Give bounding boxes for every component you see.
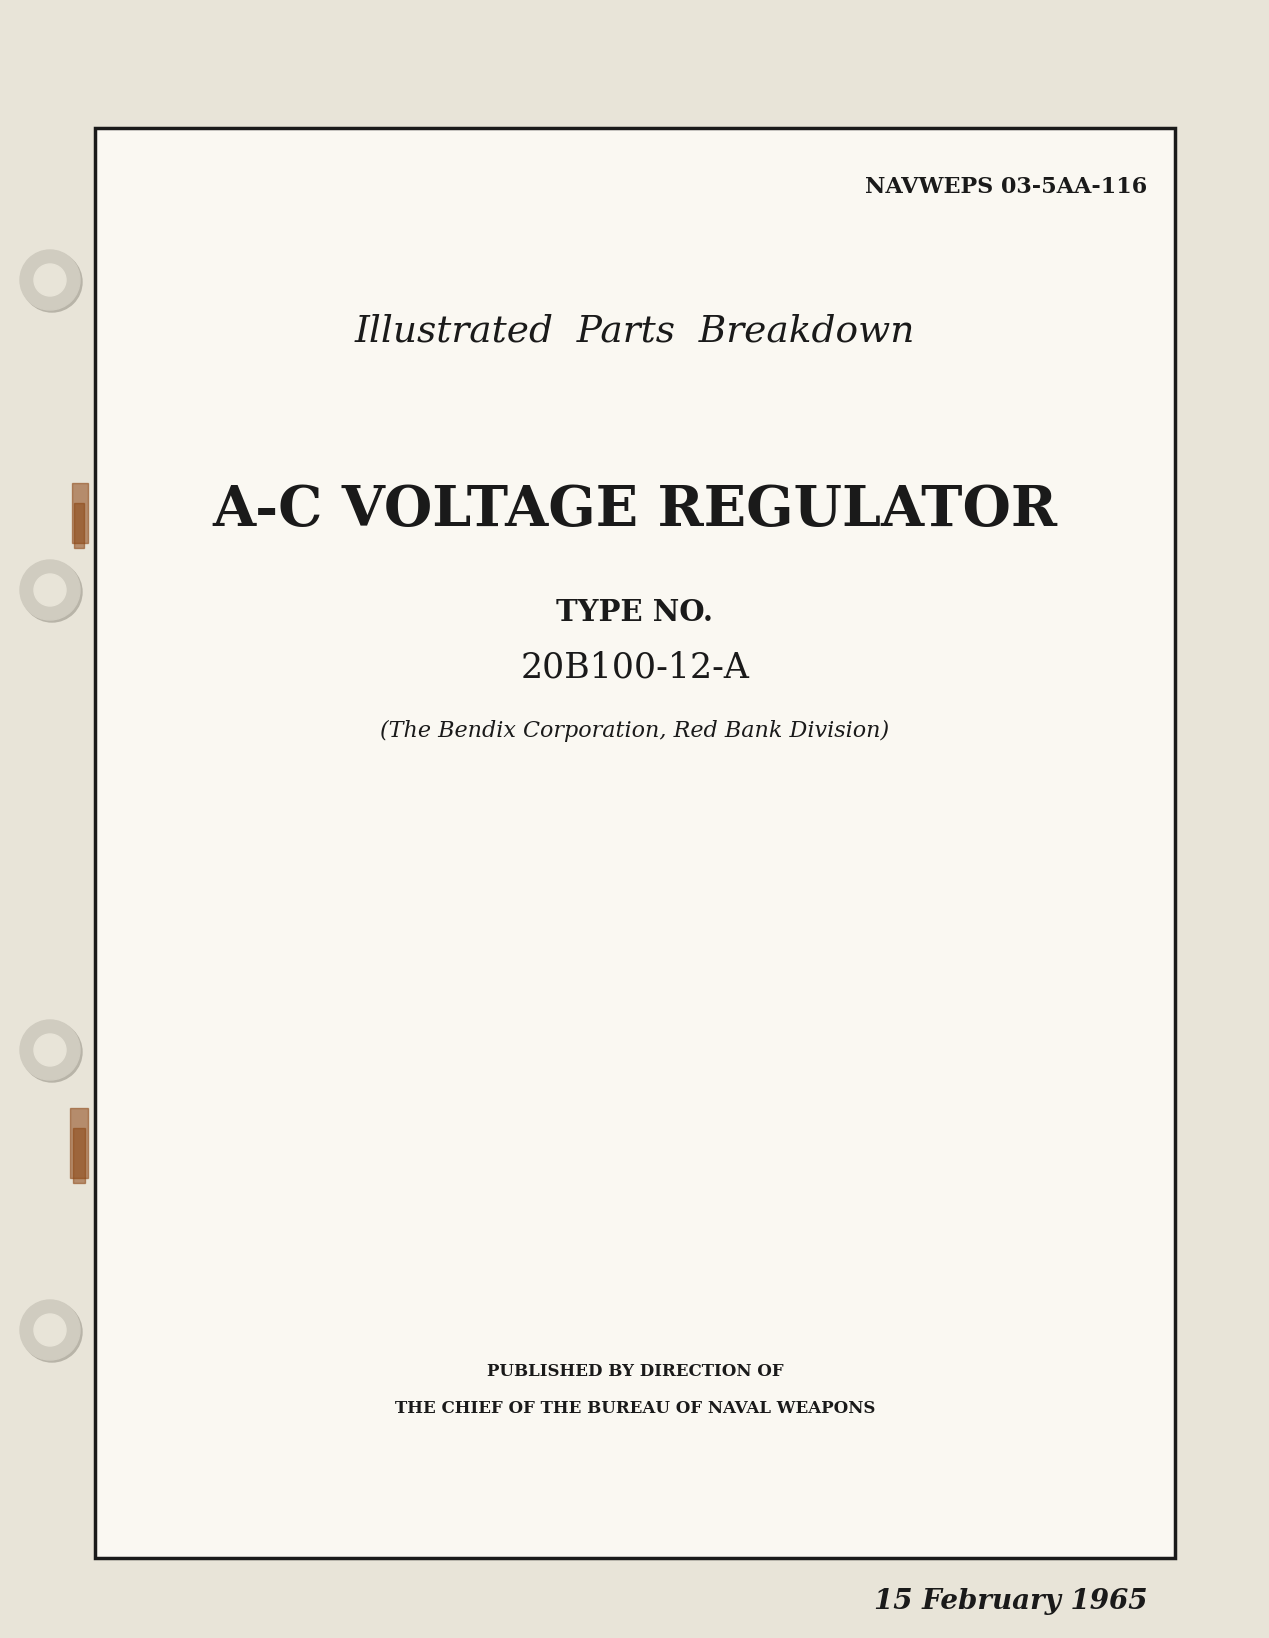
Text: TYPE NO.: TYPE NO. <box>557 598 713 627</box>
Text: 20B100-12-A: 20B100-12-A <box>520 650 750 685</box>
Circle shape <box>34 1314 66 1346</box>
Circle shape <box>20 1301 80 1360</box>
Bar <box>70 1107 88 1178</box>
Circle shape <box>34 1034 66 1066</box>
Bar <box>74 503 84 549</box>
Circle shape <box>34 264 66 296</box>
Text: 15 February 1965: 15 February 1965 <box>873 1587 1147 1615</box>
Circle shape <box>22 562 82 622</box>
Bar <box>74 1129 85 1183</box>
Text: Illustrated  Parts  Breakdown: Illustrated Parts Breakdown <box>355 313 915 349</box>
Circle shape <box>20 560 80 621</box>
Circle shape <box>22 1302 82 1363</box>
Text: PUBLISHED BY DIRECTION OF: PUBLISHED BY DIRECTION OF <box>487 1363 783 1379</box>
Circle shape <box>22 1022 82 1083</box>
Text: (The Bendix Corporation, Red Bank Division): (The Bendix Corporation, Red Bank Divisi… <box>381 721 890 742</box>
Text: NAVWEPS 03-5AA-116: NAVWEPS 03-5AA-116 <box>864 175 1147 198</box>
Circle shape <box>22 252 82 311</box>
Bar <box>72 483 88 544</box>
Circle shape <box>34 573 66 606</box>
FancyBboxPatch shape <box>95 128 1175 1558</box>
Circle shape <box>20 1020 80 1079</box>
Text: THE CHIEF OF THE BUREAU OF NAVAL WEAPONS: THE CHIEF OF THE BUREAU OF NAVAL WEAPONS <box>395 1400 876 1417</box>
Text: A-C VOLTAGE REGULATOR: A-C VOLTAGE REGULATOR <box>212 483 1057 537</box>
Circle shape <box>20 251 80 310</box>
